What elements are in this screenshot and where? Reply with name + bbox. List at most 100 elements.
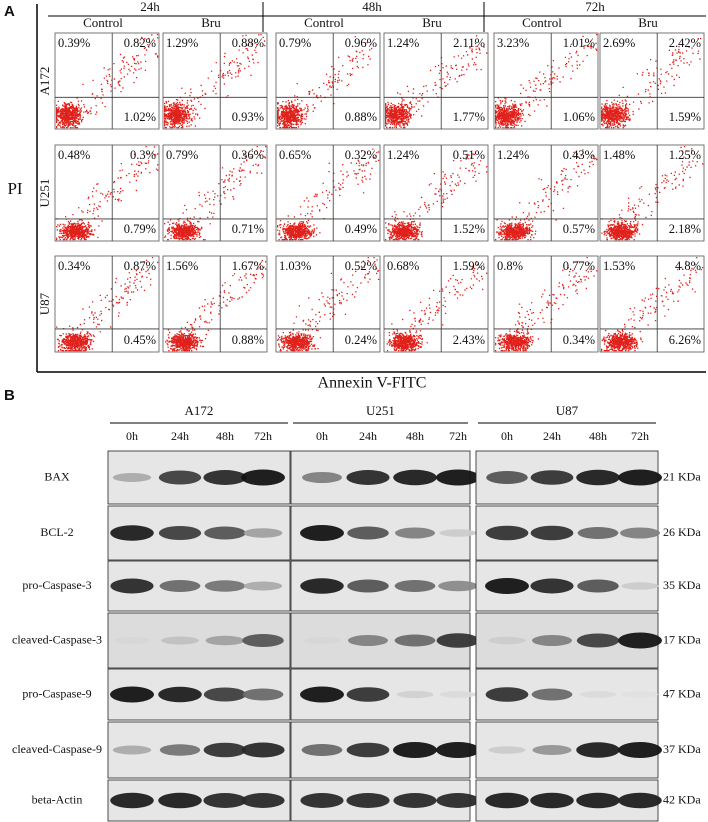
blot-band [579,691,617,698]
plot-frame [275,32,381,130]
quadrant-ul: 1.03% [279,259,311,273]
blot-band [347,526,389,540]
blot-band [110,525,154,541]
blot-band [618,469,662,486]
quadrant-ul: 0.8% [497,259,523,273]
blot-band [436,469,480,486]
time-label: 24h [543,429,561,443]
blot-band [241,793,285,808]
blot-band [530,525,574,541]
plot-frame [54,255,160,353]
protein-label: cleaved-Caspase-9 [12,742,102,756]
protein-label: BCL-2 [40,525,73,539]
scatter-dots [495,257,598,352]
quadrant-lr: 0.24% [345,333,377,347]
blot-band [205,635,245,646]
blot-band [158,792,202,809]
quadrant-ul: 0.68% [387,259,419,273]
blot-band [243,581,283,591]
protein-label: BAX [44,469,70,483]
quadrant-lr: 1.59% [669,110,701,124]
panel-label: B [4,387,15,404]
blot-band [485,687,529,702]
size-label: 21 KDa [663,469,701,483]
plot-frame [275,144,381,242]
quadrant-ur: 4.8% [675,259,701,273]
scatter-dots [495,34,598,129]
condition-header: Control [304,15,344,30]
scatter-dots [56,34,159,129]
blot-band [300,578,344,594]
quadrant-ur: 1.25% [669,148,701,162]
blot-band [618,632,662,649]
time-label: 72h [449,429,467,443]
blot-band [303,637,341,644]
panel-label: A [4,3,15,20]
scatter-dots [386,261,488,352]
blot-band [302,472,342,483]
blot-band [577,579,619,593]
blot-band [393,793,437,808]
quadrant-lr: 0.45% [124,333,156,347]
quadrant-ur: 1.67% [232,259,264,273]
blot-band [532,635,572,646]
quadrant-ur: 2.42% [669,36,701,50]
scatter-dots [601,37,702,129]
blot-band [348,635,388,646]
quadrant-ur: 0.82% [124,36,156,50]
plot-frame [383,144,489,242]
condition-header: Control [522,15,562,30]
quadrant-ul: 1.24% [387,148,419,162]
plot-frame [599,255,705,353]
quadrant-lr: 1.52% [453,222,485,236]
plot-frame [383,255,489,353]
blot-band [576,742,620,758]
quadrant-ul: 0.48% [58,148,90,162]
time-label: 48h [216,429,234,443]
plot-frame [162,32,268,130]
blot-band [346,687,390,702]
blot-band [346,470,390,485]
quadrant-ur: 1.59% [453,259,485,273]
blot-band [393,469,437,486]
quadrant-lr: 0.71% [232,222,264,236]
time-label: 24h [359,429,377,443]
blot-band [530,792,574,809]
y-axis-title: PI [7,179,22,198]
size-label: 35 KDa [663,578,701,592]
scatter-dots [56,146,159,241]
quadrant-ur: 0.36% [232,148,264,162]
quadrant-ur: 0.87% [124,259,156,273]
plot-frame [493,144,599,242]
blot-band [112,473,152,482]
quadrant-lr: 0.79% [124,222,156,236]
quadrant-lr: 1.06% [563,110,595,124]
quadrant-ul: 1.24% [387,36,419,50]
protein-label: pro-Caspase-9 [22,686,91,700]
blot-band [488,746,526,754]
blot-band [241,469,285,486]
blot-band [486,471,528,484]
blot-band [394,634,436,647]
size-label: 47 KDa [663,686,701,700]
time-header: 72h [585,0,605,14]
scatter-dots [164,34,266,129]
blot-band [159,580,201,592]
quadrant-ul: 0.39% [58,36,90,50]
blot-band [242,634,284,647]
size-label: 42 KDa [663,792,701,806]
blot-band [621,691,659,698]
time-label: 72h [631,429,649,443]
condition-header: Bru [638,15,658,30]
blot-band [242,688,284,701]
protein-label: beta-Actin [32,792,83,806]
blot-band [347,579,389,593]
size-label: 37 KDa [663,742,701,756]
time-label: 48h [589,429,607,443]
plot-frame [599,144,705,242]
quadrant-ur: 0.51% [453,148,485,162]
blot-band [203,687,247,702]
quadrant-lr: 1.02% [124,110,156,124]
quadrant-lr: 6.26% [669,333,701,347]
